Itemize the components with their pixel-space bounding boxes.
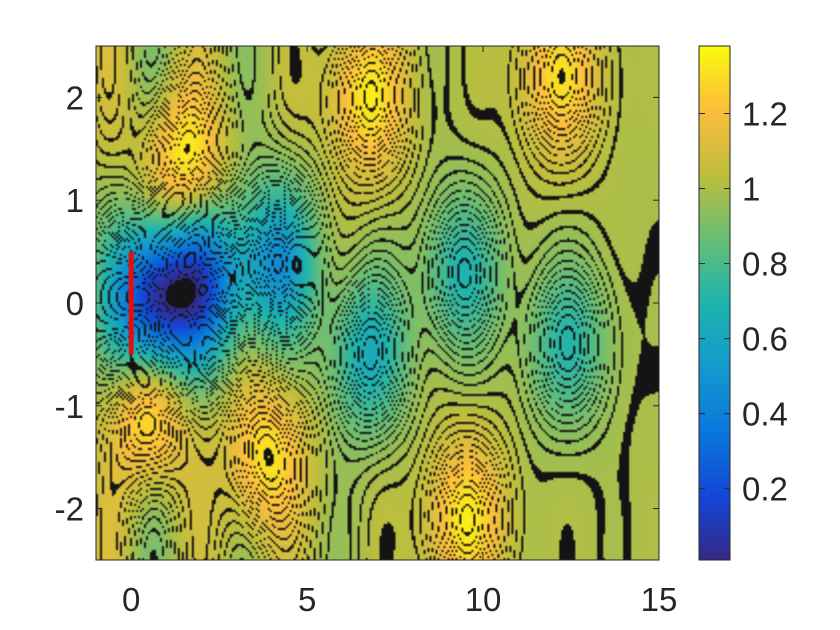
x-tick-label: 15: [641, 581, 678, 618]
y-tick-label: -2: [55, 491, 84, 528]
colorbar-tick-label: 0.6: [742, 321, 788, 358]
colorbar-tick-label: 0.4: [742, 396, 788, 433]
x-tick-label: 5: [298, 581, 316, 618]
y-axis: -2 -1 0 1 2: [55, 79, 659, 528]
y-tick-label: 2: [66, 79, 84, 116]
x-tick-label: 10: [465, 581, 502, 618]
y-tick-label: 0: [66, 285, 84, 322]
colorbar-frame: [698, 45, 731, 561]
plot-area: [95, 45, 660, 561]
colorbar-tick-label: 0.2: [742, 471, 788, 508]
colorbar-tick-label: 1: [742, 171, 760, 208]
y-tick-label: -1: [55, 388, 84, 425]
colorbar-gradient: [699, 46, 730, 560]
y-tick-label: 1: [66, 182, 84, 219]
x-axis: 0 5 10 15: [122, 46, 677, 618]
colorbar-tick-label: 0.8: [742, 246, 788, 283]
colorbar-tick-label: 1.2: [742, 96, 788, 133]
x-tick-label: 0: [122, 581, 140, 618]
colorbar: 0.2 0.4 0.6 0.8 1 1.2: [698, 45, 788, 561]
colorbar-ticks: 0.2 0.4 0.6 0.8 1 1.2: [699, 96, 788, 508]
contour-field: [96, 46, 659, 560]
